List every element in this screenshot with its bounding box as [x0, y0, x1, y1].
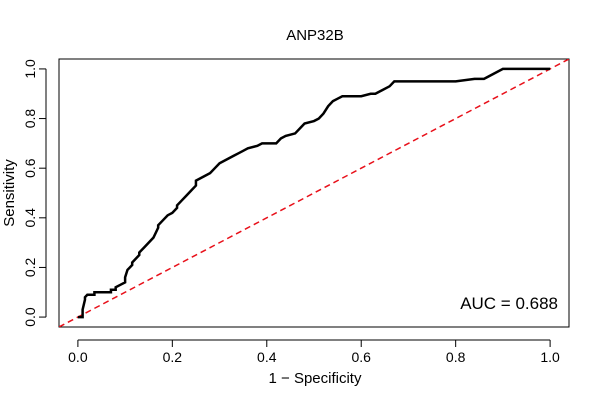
- auc-annotation: AUC = 0.688: [460, 294, 558, 313]
- x-tick-label: 0.6: [351, 349, 371, 365]
- x-tick-label: 0.4: [257, 349, 277, 365]
- chart-title: ANP32B: [286, 27, 344, 44]
- roc-curve-line: [77, 67, 551, 319]
- x-tick-label: 0.8: [446, 349, 466, 365]
- y-tick-label: 0.2: [22, 258, 38, 278]
- plot-area: 0.0 0.2 0.4 0.6 0.8 1.0 0.0 0.2 0.4 0.6 0.8 1.0: [22, 58, 570, 365]
- x-tick-label: 0.0: [68, 349, 88, 365]
- y-axis-title: Sensitivity: [1, 159, 18, 227]
- x-tick-label: 0.2: [163, 349, 183, 365]
- y-tick-label: 0.6: [22, 158, 38, 178]
- x-axis-title: 1 − Specificity: [269, 370, 362, 387]
- y-tick-label: 1.0: [22, 59, 38, 79]
- reference-diagonal-line: [59, 59, 569, 327]
- x-tick-label: 1.0: [540, 349, 560, 365]
- y-tick-label: 0.8: [22, 109, 38, 129]
- y-tick-label: 0.4: [22, 208, 38, 228]
- plot-frame: [58, 58, 570, 328]
- y-tick-label: 0.0: [22, 307, 38, 327]
